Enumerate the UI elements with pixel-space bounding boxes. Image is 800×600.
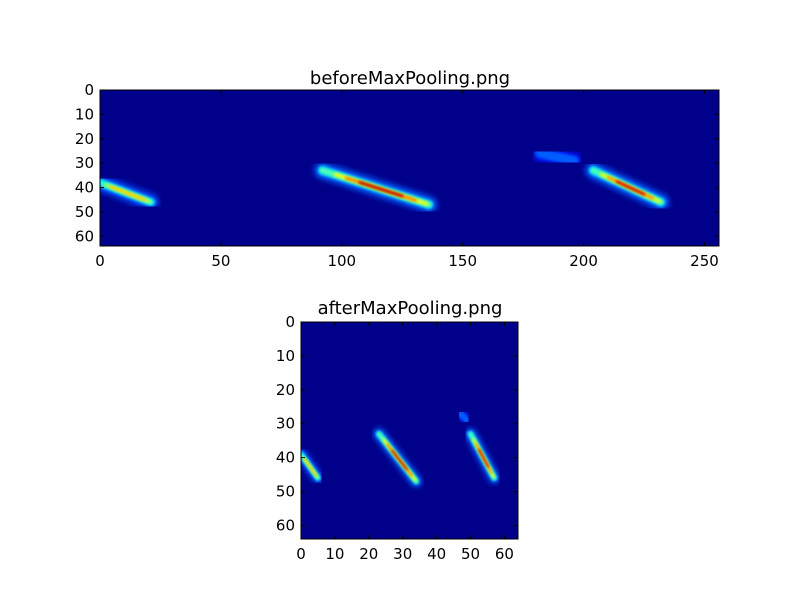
y-tick-label: 20 xyxy=(75,130,94,148)
heatmap-streak xyxy=(585,162,669,211)
x-tick-label: 10 xyxy=(325,545,344,563)
y-tick-label: 60 xyxy=(276,516,295,534)
heatmap-cells xyxy=(100,145,669,213)
heatmap-streak xyxy=(532,145,582,169)
heatmap-streak xyxy=(454,407,473,426)
y-tick-label: 50 xyxy=(276,483,295,501)
chart-title: afterMaxPooling.png xyxy=(318,298,503,319)
heatmap-intensity-band xyxy=(391,449,408,471)
heatmap-intensity-band xyxy=(457,410,471,424)
heatmap-streak xyxy=(100,174,159,211)
y-tick-label: 10 xyxy=(276,347,295,365)
x-tick-label: 50 xyxy=(461,545,480,563)
heatmap-intensity-band xyxy=(109,185,146,202)
heatmap-streak xyxy=(373,428,422,487)
heatmap-intensity-band xyxy=(477,448,490,468)
before-max-pooling-axes: beforeMaxPooling.png 0 50 100 150 200 250 0 10 2… xyxy=(75,68,720,270)
heatmap-streak xyxy=(301,448,324,484)
y-tick-label: 20 xyxy=(276,381,295,399)
x-tick-label: 60 xyxy=(495,545,514,563)
heatmap-streak xyxy=(464,428,500,484)
x-tick-label: 40 xyxy=(427,545,446,563)
heatmap-streak xyxy=(314,162,437,213)
x-tick-label: 100 xyxy=(327,252,356,270)
y-tick-label: 0 xyxy=(84,81,94,99)
y-tick-label: 40 xyxy=(276,449,295,467)
x-tick-label: 0 xyxy=(296,545,306,563)
heatmap-background xyxy=(301,322,518,539)
y-tick-label: 40 xyxy=(75,179,94,197)
heatmap-background xyxy=(100,90,719,246)
y-tick-label: 60 xyxy=(75,227,94,245)
x-tick-label: 250 xyxy=(690,252,719,270)
heatmap-intensity-band xyxy=(615,180,646,196)
axes-frame xyxy=(300,321,519,540)
x-tick-label: 30 xyxy=(393,545,412,563)
heatmap-intensity-band xyxy=(535,148,579,166)
axes-frame xyxy=(99,89,720,247)
y-tick-label: 0 xyxy=(285,313,295,331)
x-tick-label: 20 xyxy=(359,545,378,563)
y-tick-label: 30 xyxy=(276,415,295,433)
heatmap-intensity-band xyxy=(358,181,404,198)
chart-title: beforeMaxPooling.png xyxy=(310,68,510,89)
x-tick-label: 0 xyxy=(95,252,105,270)
y-tick-label: 30 xyxy=(75,154,94,172)
heatmap-cells xyxy=(301,407,500,487)
heatmap-intensity-band xyxy=(303,458,317,477)
x-tick-label: 50 xyxy=(211,252,230,270)
y-tick-label: 50 xyxy=(75,203,94,221)
y-tick-label: 10 xyxy=(75,105,94,123)
x-tick-label: 150 xyxy=(448,252,477,270)
after-max-pooling-axes: afterMaxPooling.png 0 10 20 30 40 50 600102030… xyxy=(276,298,519,563)
x-tick-label: 200 xyxy=(569,252,598,270)
